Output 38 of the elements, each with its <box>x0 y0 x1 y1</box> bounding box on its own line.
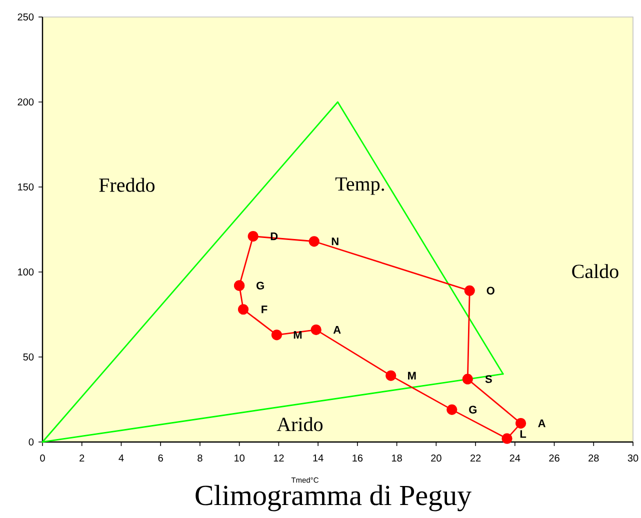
y-tick-label: 100 <box>18 268 34 276</box>
y-tick-label: 0 <box>28 438 34 446</box>
x-tick-label: 26 <box>549 454 560 462</box>
y-tick-label: 50 <box>23 353 34 361</box>
text: Climogramma di Peguy <box>196 484 472 512</box>
annotation: L <box>520 430 526 438</box>
x-tick-label: 8 <box>198 454 202 462</box>
annotation: Freddo <box>99 178 155 192</box>
annotation: Temp. <box>335 177 384 195</box>
annotation: M <box>294 331 302 339</box>
x-tick-label: 10 <box>234 454 245 462</box>
annotation: G <box>256 282 264 290</box>
annotation: A <box>538 420 546 428</box>
x-tick-label: 22 <box>470 454 481 462</box>
x-tick-label: 4 <box>118 454 124 462</box>
x-tick-label: 20 <box>431 454 442 462</box>
x-tick-label: 18 <box>392 454 402 462</box>
x-tick-label: 14 <box>313 454 324 462</box>
x-tick-label: 0 <box>40 454 45 462</box>
x-tick-label: 30 <box>628 454 638 462</box>
y-tick-label: 200 <box>18 98 34 106</box>
annotation: G <box>469 406 477 414</box>
annotation: F <box>262 306 268 314</box>
x-tick-label: 28 <box>588 454 599 462</box>
annotation: O <box>486 286 494 295</box>
annotation: M <box>408 372 416 380</box>
annotation: Caldo <box>572 264 618 278</box>
y-tick-label: 250 <box>18 13 34 21</box>
x-tick-label: 12 <box>274 454 284 462</box>
x-tick-label: 6 <box>158 454 163 462</box>
x-tick-label: 2 <box>80 454 84 462</box>
y-tick-label: 150 <box>18 183 34 191</box>
x-tick-label: 16 <box>352 454 363 462</box>
annotation: N <box>332 238 338 246</box>
annotation: S <box>485 375 492 383</box>
annotation: Arido <box>276 417 323 432</box>
annotation: A <box>333 326 341 334</box>
x-tick-label: 24 <box>510 454 520 462</box>
